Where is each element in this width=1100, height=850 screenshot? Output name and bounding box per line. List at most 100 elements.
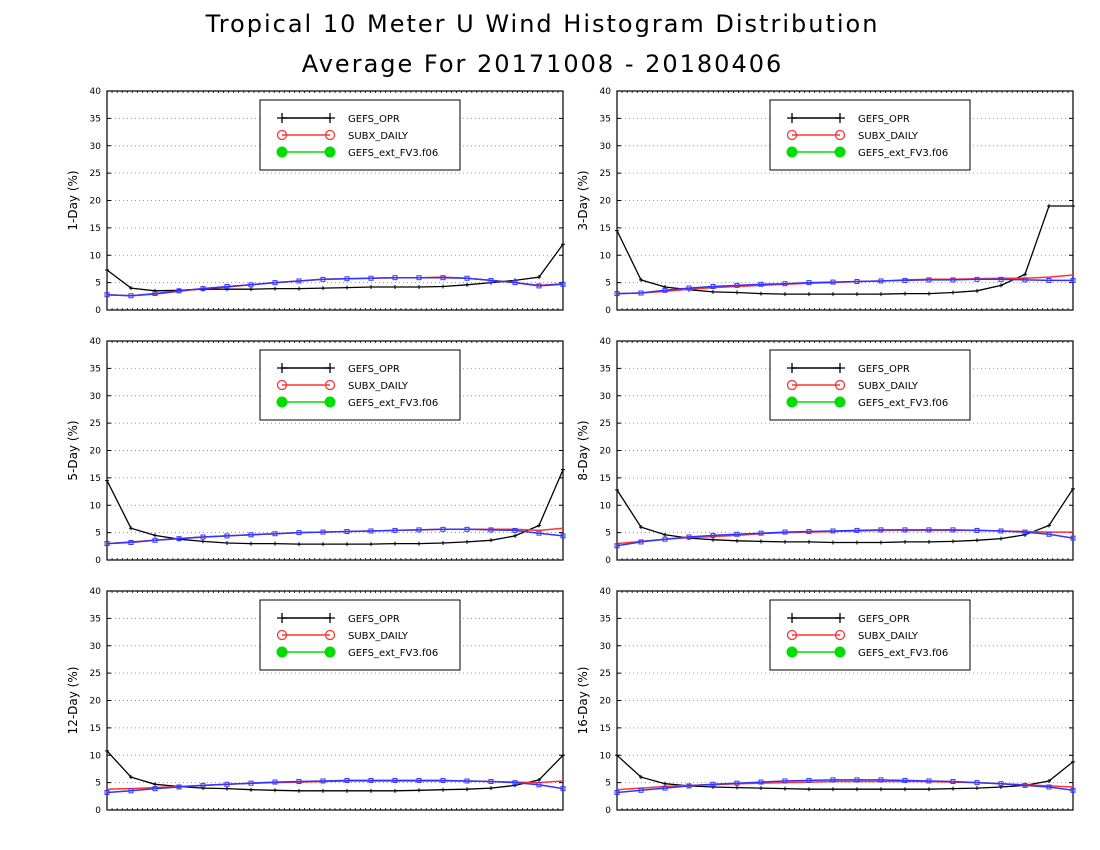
data-point-gefs-opr [297,542,301,547]
data-point-gefs-ext-fv3 [638,787,644,793]
data-point-gefs-ext-fv3 [320,778,326,784]
legend-marker [786,129,798,141]
data-point-gefs-opr [561,467,565,472]
data-point-gefs-ext-fv3 [806,529,812,535]
data-point-gefs-ext-fv3 [878,527,884,533]
data-point-gefs-opr [807,787,811,792]
data-point-gefs-opr [393,788,397,793]
data-point-gefs-ext-fv3 [998,781,1004,787]
data-point-gefs-opr [999,536,1003,541]
data-point-gefs-ext-fv3 [974,276,980,282]
data-point-gefs-ext-fv3 [368,777,374,783]
data-point-gefs-ext-fv3 [614,291,620,297]
y-tick-label: 20 [90,197,102,207]
data-point-gefs-opr [1047,523,1051,528]
data-point-gefs-ext-fv3 [950,277,956,283]
legend-marker [835,613,845,623]
data-point-gefs-opr [441,541,445,546]
legend-marker [324,396,336,408]
y-tick-label: 10 [90,501,102,511]
data-point-gefs-opr [153,288,157,293]
legend-marker [324,646,336,658]
data-point-gefs-opr [537,777,541,782]
data-point-gefs-opr [855,540,859,545]
legend-marker [835,363,845,373]
legend-marker [324,629,336,641]
data-point-gefs-ext-fv3 [878,777,884,783]
y-tick-label: 35 [90,114,101,124]
legend-marker [276,629,288,641]
data-point-gefs-opr [735,785,739,790]
data-point-gefs-ext-fv3 [416,275,422,281]
y-tick-label: 0 [95,556,101,566]
y-tick-label: 25 [90,669,101,679]
data-point-gefs-ext-fv3 [902,527,908,533]
legend-marker [276,396,288,408]
data-point-gefs-ext-fv3 [248,780,254,786]
data-point-gefs-opr [345,285,349,290]
data-point-gefs-ext-fv3 [710,283,716,289]
legend-marker [786,146,798,158]
series-line-gefs-opr [106,750,564,792]
data-point-gefs-ext-fv3 [104,541,110,547]
data-point-gefs-ext-fv3 [782,529,788,535]
legend: GEFS_OPR SUBX_DAILY GEFS_ext_FV3.f06 [769,599,971,671]
data-point-gefs-opr [489,786,493,791]
data-point-gefs-opr [855,787,859,792]
y-axis-label: 8-Day (%) [576,420,590,480]
data-point-gefs-ext-fv3 [1046,277,1052,283]
data-point-gefs-opr [129,286,133,291]
legend-marker [787,363,797,373]
y-tick-label: 10 [600,251,612,261]
data-point-gefs-ext-fv3 [152,537,158,543]
data-point-gefs-ext-fv3 [902,777,908,783]
chart-panel: 0 5 10 15 20 25 30 35 40 1-Day (%) GEFS_OPR SUBX_DA… [66,87,566,316]
y-tick-label: 40 [600,587,612,597]
data-point-gefs-opr [417,541,421,546]
data-point-gefs-ext-fv3 [488,779,494,785]
data-point-gefs-opr [711,289,715,294]
legend-label: SUBX_DAILY [348,631,409,642]
data-point-gefs-opr [537,523,541,528]
data-point-gefs-ext-fv3 [536,283,542,289]
data-point-gefs-opr [903,787,907,792]
y-tick-label: 20 [90,447,102,457]
data-point-gefs-opr [225,541,229,546]
data-point-gefs-ext-fv3 [176,288,182,294]
data-point-gefs-opr [441,284,445,289]
data-point-gefs-ext-fv3 [1070,787,1076,793]
legend-label: GEFS_ext_FV3.f06 [858,648,948,659]
series-line-gefs-ext-fv3 [616,278,1073,295]
data-point-gefs-ext-fv3 [224,781,230,787]
data-point-gefs-opr [105,478,109,483]
y-axis-label: 1-Day (%) [66,170,80,230]
y-tick-label: 15 [90,224,101,234]
legend-marker [325,363,335,373]
y-tick-label: 25 [90,419,101,429]
data-point-gefs-ext-fv3 [638,290,644,296]
data-point-gefs-ext-fv3 [248,532,254,538]
data-point-gefs-ext-fv3 [560,281,566,287]
data-point-gefs-opr [465,787,469,792]
data-point-gefs-opr [369,285,373,290]
data-point-gefs-ext-fv3 [128,788,134,794]
data-point-gefs-ext-fv3 [686,285,692,291]
data-point-gefs-ext-fv3 [320,276,326,282]
data-point-gefs-ext-fv3 [854,279,860,285]
data-point-gefs-ext-fv3 [176,536,182,542]
data-point-gefs-ext-fv3 [806,280,812,286]
data-point-gefs-ext-fv3 [536,530,542,536]
data-point-gefs-opr [201,539,205,544]
data-point-gefs-opr [759,786,763,791]
data-point-gefs-opr [153,782,157,787]
data-point-gefs-ext-fv3 [464,778,470,784]
data-point-gefs-ext-fv3 [974,527,980,533]
series-line-gefs-opr [616,488,1074,544]
data-point-gefs-opr [225,287,229,292]
data-point-gefs-opr [735,290,739,295]
y-tick-label: 10 [90,251,102,261]
y-tick-label: 0 [605,806,611,816]
data-point-gefs-ext-fv3 [368,275,374,281]
legend-marker [787,113,797,123]
chart-panel: 0 5 10 15 20 25 30 35 40 12-Day (%) GEFS_OPR SUBX_D… [66,587,566,816]
